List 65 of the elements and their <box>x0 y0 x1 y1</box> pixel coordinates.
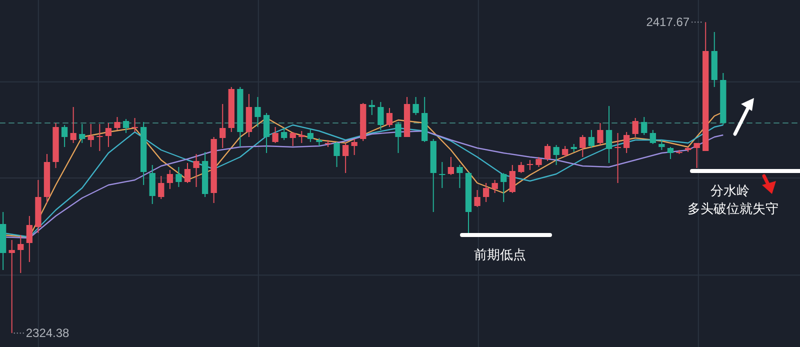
candlestick <box>588 130 595 148</box>
annotation: 多头破位就失守 <box>688 201 778 216</box>
candlestick <box>632 118 638 138</box>
candlestick <box>562 146 568 158</box>
candlestick <box>614 132 621 184</box>
candlestick <box>658 140 665 150</box>
candlestick <box>378 102 384 130</box>
ref-label: 分水岭 <box>710 183 750 198</box>
candlestick <box>122 118 130 134</box>
candlestick <box>96 124 103 152</box>
candlestick <box>70 106 76 144</box>
candlestick <box>254 96 261 128</box>
candlestick <box>448 156 454 176</box>
candlestick <box>412 96 419 116</box>
candlestick <box>650 130 656 144</box>
candlestick <box>474 190 480 208</box>
candlestick <box>667 146 674 160</box>
annotation: 2417.67 <box>646 15 690 30</box>
candlestick <box>220 104 226 148</box>
candlestick <box>395 122 402 154</box>
candlestick <box>149 164 156 204</box>
candlestick <box>26 216 32 262</box>
candlestick <box>482 182 490 202</box>
candlestick <box>18 234 24 274</box>
candlestick <box>88 124 94 148</box>
candlestick <box>439 162 446 188</box>
candlestick <box>368 100 375 116</box>
candlestick <box>176 166 182 188</box>
candlestick <box>526 160 534 170</box>
candlestick <box>307 128 314 142</box>
candlestick <box>263 112 270 154</box>
candlestick <box>492 180 498 194</box>
candlestick <box>132 118 138 132</box>
candlestick <box>536 156 542 168</box>
candlestick <box>553 144 560 166</box>
candlestick <box>281 128 288 140</box>
candlestick <box>290 132 296 146</box>
candlestick <box>114 116 120 130</box>
ref-label: 前期低点 <box>474 247 526 262</box>
candlestick <box>580 134 586 158</box>
candlestick <box>351 138 358 156</box>
candlestick <box>8 240 15 334</box>
candlestick <box>166 170 173 190</box>
candlestick <box>456 164 463 188</box>
candlestick <box>694 142 700 168</box>
annotation: 2324.38 <box>26 326 70 340</box>
candlestick <box>606 106 612 164</box>
candlestick <box>61 124 68 148</box>
candlestick <box>158 176 164 200</box>
candlestick <box>79 124 86 144</box>
candlestick <box>298 130 305 144</box>
candlestick <box>386 108 393 128</box>
candlestick <box>518 162 524 174</box>
candlestick <box>105 122 112 148</box>
candlestick <box>334 142 340 168</box>
candlestick <box>623 132 630 154</box>
candlestick <box>193 154 200 188</box>
candlestick <box>500 172 507 202</box>
candlestick <box>184 162 191 184</box>
candlestick <box>597 122 604 146</box>
candlestick <box>272 126 278 144</box>
candlestick <box>641 116 648 136</box>
candlestick <box>544 144 551 162</box>
candlestick <box>509 164 516 194</box>
candlestick <box>342 142 349 174</box>
